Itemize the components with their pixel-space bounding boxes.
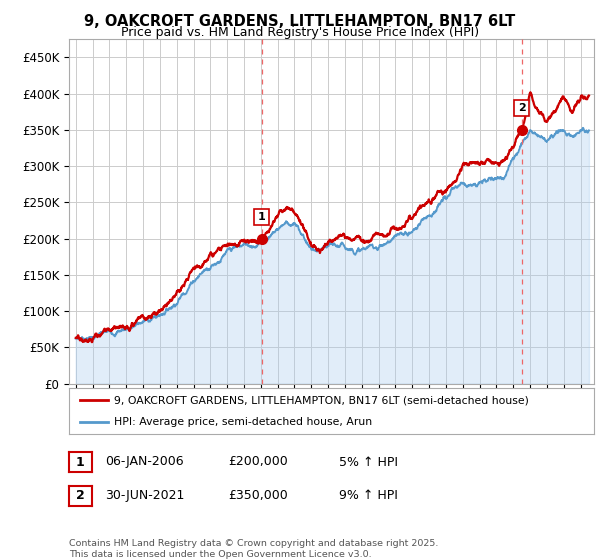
Text: £350,000: £350,000 — [228, 489, 288, 502]
Text: Price paid vs. HM Land Registry's House Price Index (HPI): Price paid vs. HM Land Registry's House … — [121, 26, 479, 39]
Text: 1: 1 — [257, 212, 265, 222]
Text: 2: 2 — [76, 489, 85, 502]
Text: 1: 1 — [76, 455, 85, 469]
Text: 9, OAKCROFT GARDENS, LITTLEHAMPTON, BN17 6LT (semi-detached house): 9, OAKCROFT GARDENS, LITTLEHAMPTON, BN17… — [113, 395, 529, 405]
Text: 5% ↑ HPI: 5% ↑ HPI — [339, 455, 398, 469]
Text: 06-JAN-2006: 06-JAN-2006 — [105, 455, 184, 469]
Text: Contains HM Land Registry data © Crown copyright and database right 2025.
This d: Contains HM Land Registry data © Crown c… — [69, 539, 439, 559]
Text: 9, OAKCROFT GARDENS, LITTLEHAMPTON, BN17 6LT: 9, OAKCROFT GARDENS, LITTLEHAMPTON, BN17… — [85, 14, 515, 29]
Text: HPI: Average price, semi-detached house, Arun: HPI: Average price, semi-detached house,… — [113, 417, 372, 427]
Text: 2: 2 — [518, 103, 526, 113]
Text: 30-JUN-2021: 30-JUN-2021 — [105, 489, 184, 502]
Text: £200,000: £200,000 — [228, 455, 288, 469]
Text: 9% ↑ HPI: 9% ↑ HPI — [339, 489, 398, 502]
